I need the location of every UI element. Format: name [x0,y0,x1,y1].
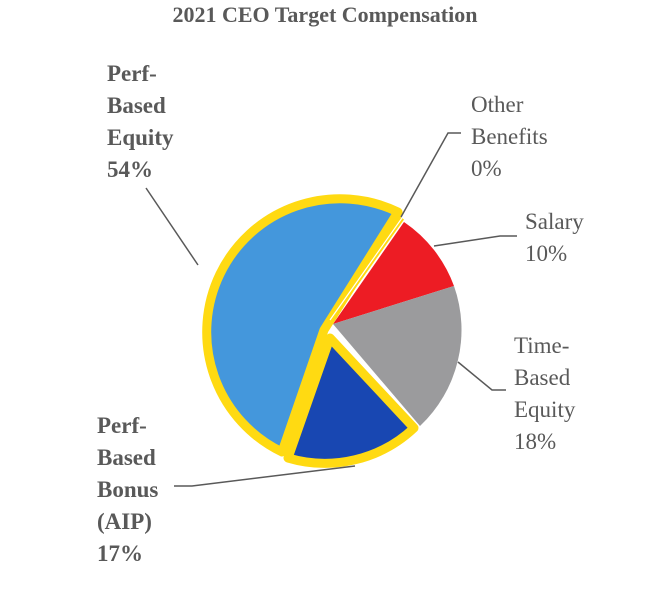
label-time-equity: Time- Based Equity 18% [514,333,576,454]
leader-perf-equity [145,187,199,266]
slice-time-equity [333,286,462,426]
label-salary: Salary 10% [525,209,584,266]
label-other-benefits: Other Benefits 0% [471,92,548,181]
slice-perf-bonus [283,333,419,468]
chart-title: 2021 CEO Target Compensation [172,2,478,27]
leader-time-equity [457,361,506,391]
slice-perf-equity [202,194,403,457]
leader-other-benefits [400,132,461,218]
slice-other-benefits-inner [329,217,403,321]
slice-salary [333,222,454,324]
leader-perf-bonus [174,465,356,487]
label-perf-equity: Perf- Based Equity 54% [107,61,174,182]
label-perf-bonus: Perf- Based Bonus (AIP) 17% [97,413,159,566]
leader-salary [433,235,517,247]
